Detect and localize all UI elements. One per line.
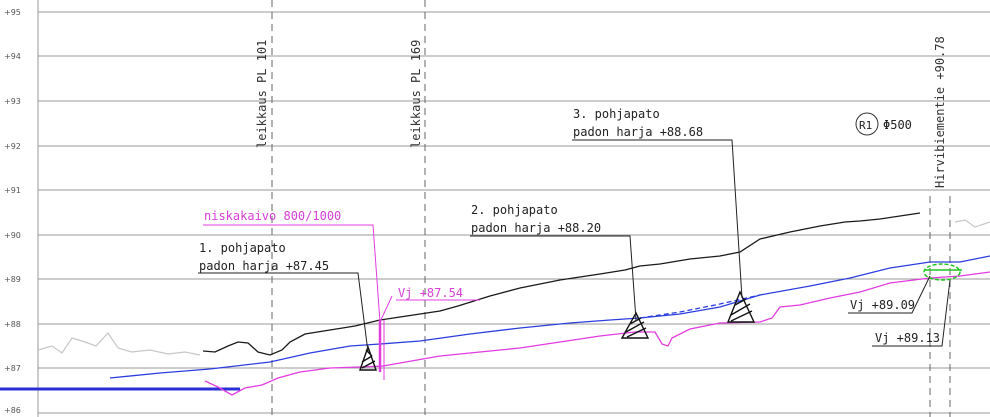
r1-circle: [855, 112, 879, 136]
ghost-terrain-left: [37, 332, 201, 356]
dam-1-symbol: [359, 344, 377, 371]
tick-label: +95: [4, 8, 21, 17]
tick-label: +91: [4, 186, 21, 195]
vj-1-label: Vj +87.54: [398, 286, 463, 300]
section-label-hirvi: Hirvibiementie +90.78: [933, 36, 947, 188]
tick-label: +89: [4, 275, 21, 284]
tick-label: +90: [4, 231, 21, 240]
leader-dam2: [470, 235, 637, 321]
section-label-pl101: leikkaus PL 101: [255, 40, 269, 148]
culvert-ellipse: [923, 263, 961, 281]
dam-3-hatch: [730, 298, 753, 322]
dam-1-shape: [359, 344, 377, 371]
channel-bottom-line: [204, 271, 990, 396]
pipe-size-label: Φ500: [883, 118, 912, 132]
water-level-line: [109, 255, 990, 379]
section-lines: [271, 0, 951, 417]
water-level-dashed: [639, 294, 761, 319]
leader-vj3: [872, 279, 951, 347]
section-label-pl169: leikkaus PL 169: [409, 40, 423, 148]
dam-2-hatch: [625, 317, 647, 338]
vj-3-label: Vj +89.13: [875, 331, 940, 345]
ghost-terrain-right: [954, 219, 990, 228]
dam-1-crest: padon harja +87.45: [199, 259, 329, 273]
tick-label: +93: [4, 97, 21, 106]
leader-dam3: [572, 139, 743, 299]
leader-vj1: [379, 295, 393, 323]
dam-3-crest: padon harja +88.68: [573, 125, 703, 139]
vj-2-label: Vj +89.09: [850, 298, 915, 312]
tick-label: +86: [4, 406, 21, 415]
elevation-ticks: +95 +94 +93 +92 +91 +90 +89 +88 +87 +86: [4, 8, 21, 415]
leader-niskakaivo: [203, 224, 381, 323]
niskakaivo-label: niskakaivo 800/1000: [204, 209, 341, 223]
leader-dam1: [198, 272, 369, 353]
tick-label: +92: [4, 142, 21, 151]
dam-1-hatch: [361, 349, 376, 369]
dam-3-title: 3. pohjapato: [573, 107, 660, 121]
tick-label: +87: [4, 364, 21, 373]
terrain-line: [202, 212, 921, 356]
dam-2-symbol: [620, 311, 650, 339]
dam-1-title: 1. pohjapato: [199, 241, 286, 255]
leader-lines: [198, 139, 951, 353]
dam-3-symbol: [726, 290, 756, 323]
dam-2-shape: [620, 311, 650, 339]
leader-vj2: [848, 275, 931, 314]
dam-3-shape: [726, 290, 756, 323]
r1-label: R1: [859, 119, 872, 132]
elevation-grid: [38, 11, 990, 414]
tick-label: +88: [4, 320, 21, 329]
dam-2-title: 2. pohjapato: [471, 203, 558, 217]
dam-2-crest: padon harja +88.20: [471, 221, 601, 235]
tick-label: +94: [4, 52, 21, 61]
